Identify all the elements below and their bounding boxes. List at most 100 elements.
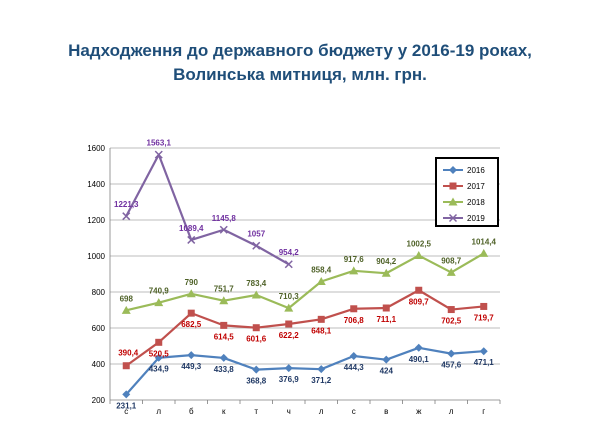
x-tick-label: в — [384, 407, 388, 416]
data-point — [187, 309, 195, 317]
data-point — [449, 182, 457, 190]
data-label: 614,5 — [214, 332, 235, 341]
data-point — [121, 305, 131, 314]
x-tick-label: ч — [287, 407, 291, 416]
data-label: 371,2 — [311, 376, 332, 385]
data-label: 1014,4 — [472, 237, 497, 246]
data-point — [252, 365, 261, 374]
data-point — [349, 266, 359, 275]
data-point — [382, 355, 391, 364]
x-tick-label: ж — [416, 407, 422, 416]
data-point — [219, 353, 228, 362]
data-point — [316, 276, 326, 285]
data-point — [220, 321, 228, 329]
data-point — [154, 150, 163, 159]
data-point — [317, 365, 326, 374]
series-line — [125, 346, 484, 396]
data-label: 1563,1 — [147, 139, 172, 148]
data-label: 706,8 — [344, 316, 365, 325]
data-point — [447, 349, 456, 358]
data-label: 648,1 — [311, 326, 332, 335]
data-label: 424 — [380, 367, 394, 376]
x-tick-label: к — [222, 407, 226, 416]
data-point — [186, 289, 196, 298]
data-point — [415, 286, 423, 294]
data-label: 1145,8 — [212, 214, 237, 223]
data-label: 1089,4 — [179, 224, 204, 233]
data-point — [154, 298, 164, 307]
y-tick-label: 800 — [92, 288, 106, 297]
data-point — [251, 290, 261, 299]
data-label: 954,2 — [279, 248, 300, 257]
y-tick-label: 1400 — [87, 180, 105, 189]
x-tick-label: л — [156, 407, 161, 416]
data-label: 449,3 — [181, 362, 202, 371]
data-point — [284, 303, 294, 312]
x-tick-label: т — [254, 407, 258, 416]
data-label: 790 — [185, 278, 199, 287]
y-tick-label: 400 — [92, 360, 106, 369]
legend-label: 2018 — [467, 198, 485, 207]
data-label: 711,1 — [376, 315, 396, 324]
data-point — [284, 260, 293, 269]
data-point — [349, 352, 358, 361]
data-label: 433,8 — [214, 365, 235, 374]
data-point — [479, 248, 489, 257]
legend: 2016 2017 2018 2019 — [435, 157, 499, 227]
axes: 200 400 600 800 1000 1200 1400 1600 с л б к т ч л с в ж л г — [87, 144, 501, 416]
data-label: 444,3 — [344, 363, 365, 372]
data-point — [449, 166, 457, 174]
legend-label: 2016 — [467, 166, 485, 175]
series-line — [125, 289, 484, 367]
data-point — [187, 351, 196, 360]
data-point — [479, 347, 488, 356]
series-line — [125, 252, 485, 312]
data-label: 520,5 — [149, 349, 170, 358]
data-point — [446, 267, 456, 276]
labels-layer: 231,1 434,9 449,3 433,8 368,8 376,9 371,2 444,3… — [114, 139, 497, 411]
x-tick-label: л — [449, 407, 454, 416]
x-tick-label: с — [124, 407, 128, 416]
data-label: 390,4 — [118, 349, 139, 358]
data-point — [154, 353, 163, 362]
data-label: 809,7 — [409, 297, 430, 306]
data-point — [317, 315, 325, 323]
legend-label: 2017 — [467, 182, 485, 191]
data-label: 457,6 — [441, 361, 462, 370]
y-tick-label: 1000 — [87, 252, 105, 261]
data-label: 434,9 — [149, 365, 170, 374]
chart-subtitle: Волинська митниця, млн. грн. — [173, 65, 427, 84]
x-tick-label: б — [189, 407, 194, 416]
data-point — [382, 304, 390, 312]
x-tick-label: г — [482, 407, 485, 416]
data-point — [284, 364, 293, 373]
data-label: 1221,3 — [114, 200, 139, 209]
y-tick-label: 1200 — [87, 216, 105, 225]
data-point — [350, 305, 358, 313]
data-label: 698 — [120, 294, 134, 303]
data-label: 858,4 — [311, 265, 332, 274]
series-line — [125, 153, 290, 266]
data-point — [219, 225, 228, 234]
data-point — [122, 390, 131, 399]
data-point — [480, 302, 488, 310]
data-label: 702,5 — [441, 317, 462, 326]
data-point — [219, 296, 229, 305]
data-label: 231,1 — [116, 401, 137, 410]
data-point — [448, 197, 458, 206]
data-label: 376,9 — [279, 375, 300, 384]
data-point — [448, 213, 458, 223]
data-label: 904,2 — [376, 257, 397, 266]
y-tick-label: 1600 — [87, 144, 105, 153]
data-label: 1002,5 — [407, 240, 432, 249]
data-label: 490,1 — [409, 355, 430, 364]
data-label: 682,5 — [181, 320, 202, 329]
legend-label: 2019 — [467, 214, 485, 223]
data-point — [381, 268, 391, 277]
data-label: 622,2 — [279, 331, 300, 340]
x-tick-label: л — [319, 407, 324, 416]
data-label: 710,3 — [279, 292, 300, 301]
data-label: 368,8 — [246, 377, 267, 386]
data-point — [414, 343, 423, 352]
data-point — [122, 362, 130, 370]
